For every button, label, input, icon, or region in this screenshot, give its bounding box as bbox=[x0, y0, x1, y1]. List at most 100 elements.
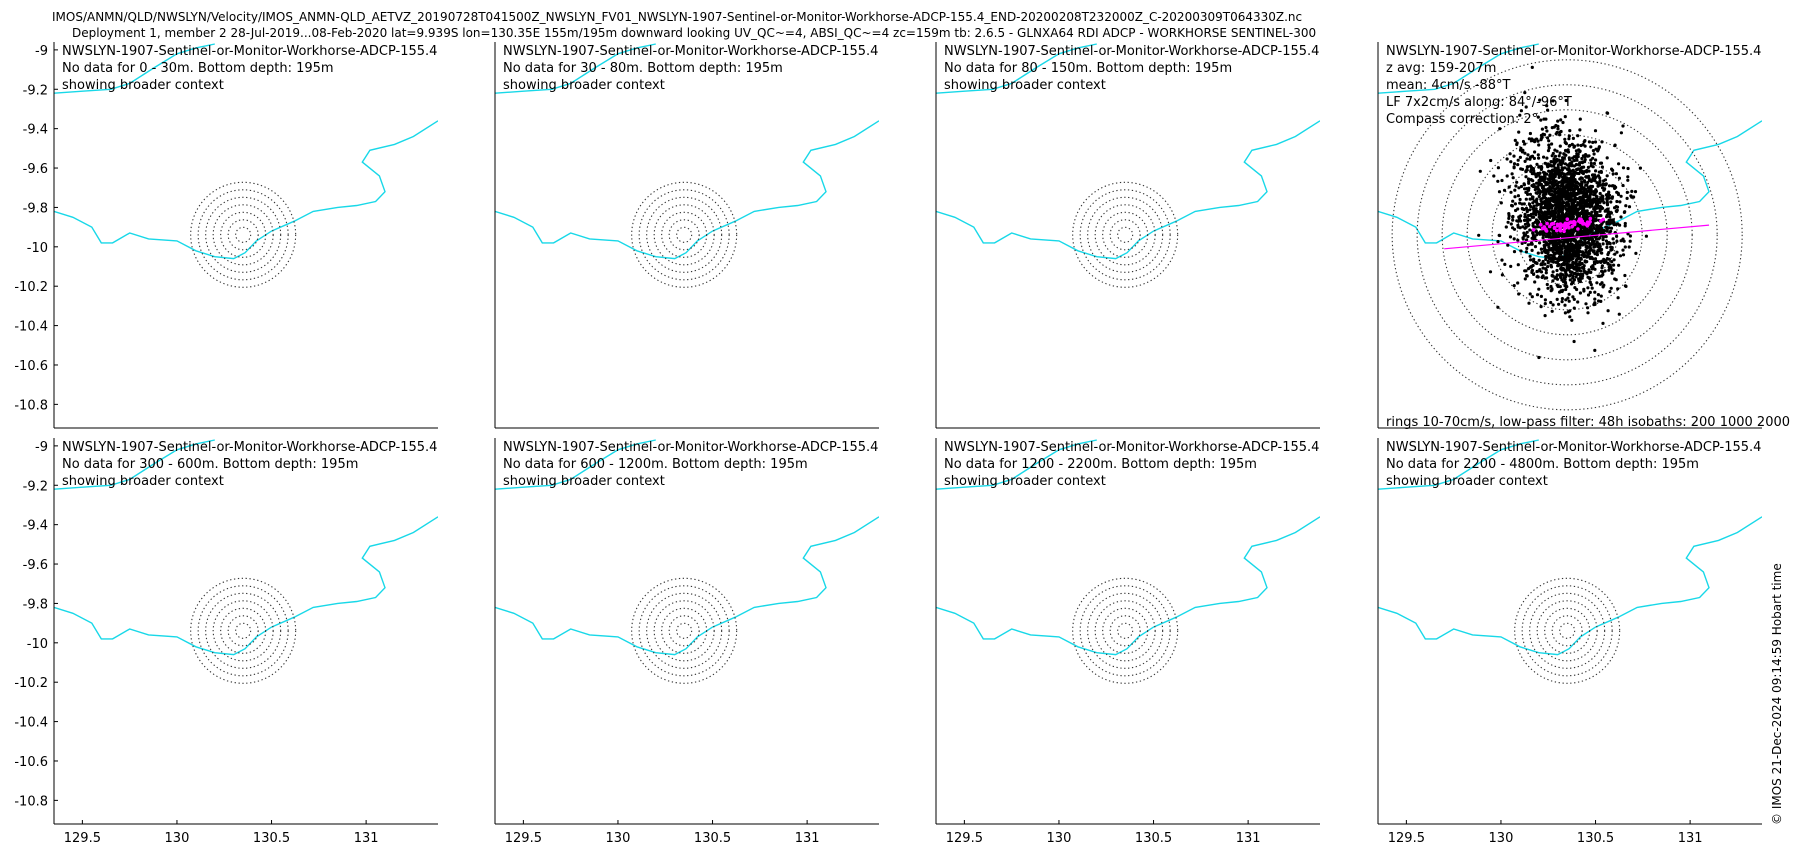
velocity-sample bbox=[1519, 219, 1523, 223]
velocity-sample bbox=[1569, 215, 1573, 220]
x-tick-label: 129.5 bbox=[1388, 831, 1425, 846]
velocity-sample bbox=[1539, 167, 1543, 171]
isobath-north-line bbox=[1378, 43, 1539, 94]
panel-7-plot bbox=[936, 439, 1320, 684]
velocity-sample bbox=[1592, 190, 1596, 194]
velocity-ring bbox=[1109, 219, 1141, 251]
velocity-sample bbox=[1545, 156, 1549, 160]
velocity-sample bbox=[1562, 173, 1566, 177]
velocity-sample bbox=[1581, 265, 1585, 269]
velocity-sample bbox=[1559, 272, 1563, 276]
velocity-sample bbox=[1548, 185, 1552, 189]
velocity-sample bbox=[1566, 195, 1570, 199]
velocity-sample bbox=[1588, 195, 1592, 199]
velocity-sample bbox=[1544, 254, 1548, 259]
velocity-sample bbox=[1546, 202, 1550, 206]
velocity-sample bbox=[1505, 174, 1509, 178]
velocity-sample bbox=[1532, 215, 1536, 219]
x-tick-label: 129.5 bbox=[505, 831, 542, 846]
velocity-sample bbox=[1539, 270, 1544, 274]
velocity-sample bbox=[1592, 199, 1596, 203]
panel-3-plot bbox=[936, 43, 1320, 288]
velocity-sample bbox=[1587, 140, 1591, 144]
panel-context-label: showing broader context bbox=[1386, 474, 1548, 489]
velocity-sample bbox=[1488, 270, 1493, 274]
velocity-sample bbox=[1546, 205, 1550, 209]
velocity-sample bbox=[1602, 257, 1606, 261]
velocity-sample bbox=[1581, 252, 1585, 256]
velocity-sample bbox=[1550, 176, 1554, 180]
velocity-sample bbox=[1549, 263, 1553, 267]
velocity-sample bbox=[1536, 153, 1540, 157]
velocity-sample bbox=[1580, 230, 1584, 235]
velocity-sample bbox=[1546, 259, 1550, 263]
velocity-sample bbox=[1607, 226, 1611, 230]
velocity-sample bbox=[1540, 135, 1544, 139]
velocity-sample bbox=[1533, 220, 1537, 224]
velocity-sample bbox=[1550, 171, 1554, 175]
velocity-ring bbox=[212, 204, 274, 266]
velocity-sample bbox=[1554, 183, 1558, 187]
velocity-sample bbox=[1600, 269, 1604, 273]
velocity-sample bbox=[1588, 277, 1592, 281]
velocity-sample bbox=[1575, 213, 1579, 217]
velocity-sample bbox=[1578, 195, 1582, 199]
velocity-sample bbox=[1543, 302, 1547, 306]
velocity-sample bbox=[1561, 156, 1565, 160]
velocity-sample bbox=[1528, 228, 1532, 232]
velocity-sample bbox=[1529, 155, 1533, 159]
velocity-sample bbox=[1526, 267, 1531, 271]
velocity-sample bbox=[1539, 217, 1543, 221]
velocity-sample bbox=[1595, 181, 1599, 185]
velocity-ring bbox=[668, 219, 700, 251]
velocity-sample bbox=[1630, 189, 1634, 193]
velocity-sample bbox=[1553, 154, 1558, 158]
panel-8-plot bbox=[1378, 439, 1762, 684]
panel-instrument-label: NWSLYN-1907-Sentinel-or-Monitor-Workhors… bbox=[1386, 440, 1761, 455]
velocity-sample bbox=[1573, 251, 1577, 255]
velocity-sample bbox=[1598, 176, 1602, 180]
velocity-sample bbox=[1528, 192, 1532, 196]
lowpass-point bbox=[1582, 221, 1586, 226]
velocity-sample bbox=[1548, 235, 1552, 239]
velocity-sample bbox=[1558, 151, 1562, 155]
velocity-sample bbox=[1598, 191, 1602, 196]
velocity-sample bbox=[1617, 312, 1621, 316]
velocity-sample bbox=[1552, 243, 1556, 248]
velocity-sample bbox=[1564, 153, 1568, 157]
lowpass-point bbox=[1531, 228, 1536, 232]
velocity-sample bbox=[1516, 194, 1520, 198]
velocity-sample bbox=[1584, 227, 1588, 231]
velocity-sample bbox=[1530, 137, 1534, 141]
panel-context-label: showing broader context bbox=[944, 474, 1106, 489]
velocity-sample bbox=[1545, 182, 1549, 186]
velocity-sample bbox=[1581, 143, 1585, 147]
velocity-sample bbox=[1572, 278, 1576, 282]
panel-instrument-label: NWSLYN-1907-Sentinel-or-Monitor-Workhors… bbox=[62, 440, 437, 455]
velocity-sample bbox=[1556, 197, 1560, 201]
velocity-sample bbox=[1578, 169, 1582, 173]
velocity-sample bbox=[1588, 290, 1592, 294]
velocity-sample bbox=[1578, 128, 1582, 132]
velocity-sample bbox=[1597, 244, 1601, 248]
velocity-sample bbox=[1523, 212, 1527, 216]
velocity-sample bbox=[1557, 302, 1561, 306]
lowpass-point bbox=[1545, 221, 1549, 226]
velocity-sample bbox=[1537, 220, 1541, 225]
velocity-sample bbox=[1551, 279, 1555, 283]
velocity-sample bbox=[1519, 184, 1524, 189]
velocity-sample bbox=[1525, 230, 1529, 234]
velocity-sample bbox=[1525, 246, 1529, 250]
velocity-sample bbox=[1547, 169, 1551, 173]
velocity-sample bbox=[1593, 297, 1597, 301]
velocity-ring bbox=[1117, 226, 1134, 243]
velocity-sample bbox=[1554, 170, 1558, 174]
velocity-sample bbox=[1537, 143, 1541, 147]
velocity-ring bbox=[661, 607, 708, 654]
velocity-sample bbox=[1578, 239, 1583, 243]
velocity-sample bbox=[1531, 201, 1535, 205]
velocity-sample bbox=[1589, 179, 1593, 183]
velocity-sample bbox=[1607, 210, 1611, 214]
velocity-sample bbox=[1611, 184, 1615, 188]
velocity-sample bbox=[1564, 142, 1568, 146]
